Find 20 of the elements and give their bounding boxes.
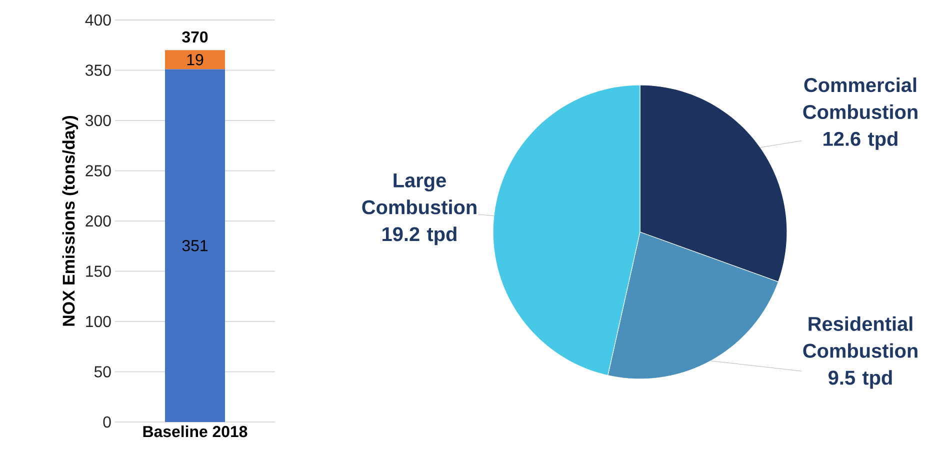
y-tick-label: 50 — [94, 366, 111, 378]
y-tick-label: 350 — [86, 64, 111, 76]
y-tick-label: 300 — [86, 114, 111, 126]
data-label: 19.2 tpd — [382, 226, 456, 246]
y-tick-label: 200 — [86, 215, 111, 227]
y-tick-label: 250 — [86, 165, 111, 176]
total-label: 370 — [182, 31, 208, 43]
data-label: 9.5 tpd — [828, 370, 892, 389]
y-tick-label: 150 — [86, 266, 111, 277]
y-axis-title: NOX Emissions (tons/day) — [62, 116, 78, 326]
slice-label: Large Combustion — [362, 174, 476, 214]
slice-label: Commercial Combustion — [803, 78, 918, 120]
data-label: 19 — [187, 54, 204, 66]
y-tick-label: 0 — [103, 416, 111, 428]
data-label: 12.6 tpd — [824, 131, 898, 150]
y-tick-label: 400 — [85, 14, 111, 26]
y-tick-label: 100 — [86, 316, 111, 328]
data-label: 351 — [182, 240, 208, 252]
slice-label: Residential Combustion — [803, 316, 918, 358]
x-tick-label: Baseline 2018 — [143, 426, 248, 438]
